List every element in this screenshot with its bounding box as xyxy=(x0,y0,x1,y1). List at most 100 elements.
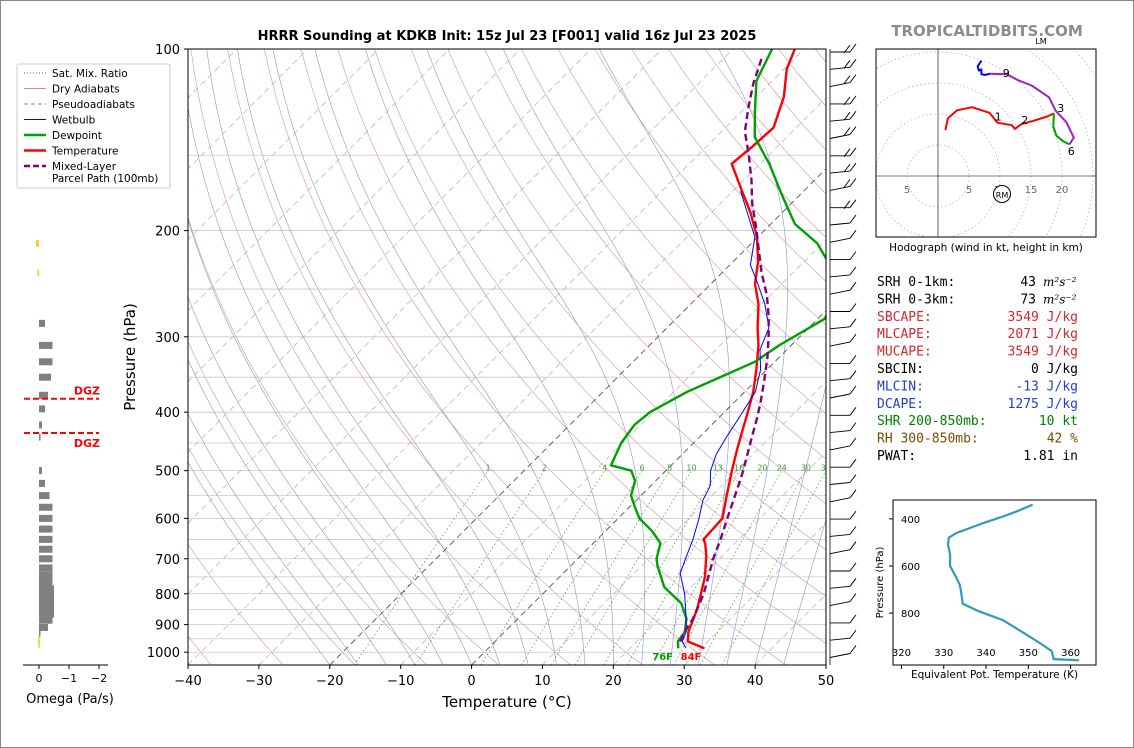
legend-label: Parcel Path (100mb) xyxy=(52,173,158,185)
moist-adiabat xyxy=(188,105,472,665)
legend-item: Mixed-Layer xyxy=(24,161,117,173)
hodograph-ring-label: 5 xyxy=(904,185,910,196)
omega-bar xyxy=(39,535,53,543)
hodograph-segment xyxy=(944,106,1055,131)
wind-barb xyxy=(830,355,857,364)
series-wetbulb-line xyxy=(679,190,770,649)
omega-bar xyxy=(39,492,50,500)
wind-barb xyxy=(830,147,857,158)
index-value: 3549 J/kg xyxy=(1008,310,1078,325)
wind-barb xyxy=(830,43,857,54)
x-tick-label: −30 xyxy=(245,674,272,689)
theta-e-plot-area xyxy=(946,503,1080,662)
y-tick-label: 100 xyxy=(155,43,180,58)
omega-bar xyxy=(39,624,48,632)
mixing-ratio-label: 30 xyxy=(801,464,811,473)
moist-adiabat xyxy=(206,49,501,665)
omega-bar xyxy=(39,629,41,637)
x-tick-label: 30 xyxy=(676,674,693,689)
moist-adiabat xyxy=(598,49,731,665)
omega-bar xyxy=(39,591,54,599)
x-tick-label: −40 xyxy=(174,674,201,689)
y-tick-label: 800 xyxy=(155,588,180,603)
omega-bar xyxy=(39,467,42,475)
isotherm-line xyxy=(825,664,826,665)
wind-barb xyxy=(829,74,857,88)
moist-adiabat xyxy=(188,296,416,665)
index-row: SRH 0-1km: 43 m²s⁻² xyxy=(877,275,1077,290)
wind-barb xyxy=(829,333,857,347)
mixing-ratio-label: 20 xyxy=(757,464,767,473)
dry-adiabat xyxy=(778,49,826,107)
legend-box xyxy=(16,63,171,189)
index-label: DCAPE: xyxy=(877,397,924,412)
omega-bar xyxy=(39,319,45,327)
theta-e-x-tick-label: 340 xyxy=(976,648,995,659)
omega-bar xyxy=(39,358,53,366)
wind-barb xyxy=(830,562,857,572)
index-value: 42 % xyxy=(1047,432,1078,447)
legend-label: Pseudoadiabats xyxy=(52,99,135,111)
mixing-ratio-line xyxy=(673,470,783,665)
mixing-ratio-label: 1 xyxy=(485,464,490,473)
wind-barb xyxy=(829,474,857,485)
wind-barb xyxy=(829,422,857,434)
index-label: SBCIN: xyxy=(877,362,924,377)
wind-barb xyxy=(830,303,857,312)
mixing-ratio-label: 6 xyxy=(640,464,645,473)
hodograph-plot-area: 1236955101520RM xyxy=(876,49,1096,237)
y-tick-label: 600 xyxy=(155,512,180,527)
index-value: -13 J/kg xyxy=(1015,379,1078,394)
theta-e-x-tick-label: 350 xyxy=(1019,648,1038,659)
wind-barb xyxy=(829,645,857,658)
storm-motion-marker xyxy=(993,185,1011,203)
legend: Sat. Mix. Ratio Dry Adiabats Pseudoadiabat… xyxy=(16,63,171,189)
theta-e-y-axis-label: Pressure (hPa) xyxy=(875,547,886,619)
wind-barb xyxy=(829,266,857,278)
y-tick-label: 500 xyxy=(155,465,180,480)
wind-barb xyxy=(829,178,857,191)
mixing-ratio-label: 4 xyxy=(602,464,607,473)
omega-bar xyxy=(39,578,53,586)
mixing-ratio-line xyxy=(699,470,807,665)
wind-barb xyxy=(829,437,857,451)
hodograph-chart: 1236955101520RMLMHodograph (wind in kt, … xyxy=(875,37,1097,254)
series-temperature-line xyxy=(686,49,796,650)
hodograph-segment xyxy=(1052,113,1070,146)
isotherm-line xyxy=(471,309,826,665)
wind-barb xyxy=(829,541,857,555)
isotherm-line xyxy=(258,97,826,665)
mixing-ratio-line xyxy=(550,470,670,665)
dgz-label: DGZ xyxy=(74,385,100,398)
omega-bar xyxy=(39,571,53,579)
index-row: SBCAPE: 3549 J/kg xyxy=(877,310,1078,325)
wind-barb xyxy=(829,526,857,537)
index-label: SRH 0-1km: xyxy=(877,275,955,290)
index-row: PWAT: 1.81 in xyxy=(877,449,1078,464)
wind-barb xyxy=(829,214,857,226)
isotherm-line xyxy=(188,49,663,524)
omega-bar xyxy=(39,391,48,399)
hodograph-ring-label: 20 xyxy=(1056,185,1069,196)
index-value: 0 J/kg xyxy=(1031,362,1078,377)
dry-adiabat xyxy=(227,49,643,665)
index-label: MUCAPE: xyxy=(877,345,932,360)
index-row: DCAPE: 1275 J/kg xyxy=(877,397,1078,412)
omega-bar xyxy=(36,239,39,247)
storm-motion-label: RM xyxy=(996,191,1009,200)
dry-adiabat xyxy=(557,49,826,370)
x-tick-label: −10 xyxy=(387,674,414,689)
mixing-ratio-line xyxy=(574,470,692,665)
dry-adiabat xyxy=(447,49,826,505)
omega-bar xyxy=(39,433,41,441)
legend-item: Parcel Path (100mb) xyxy=(52,173,158,185)
skewt-plot-area: 1 2 4 6 8 10 13 16 20 24 30 36 xyxy=(188,49,826,665)
moist-adiabat xyxy=(426,49,646,665)
index-value: 73 xyxy=(1020,292,1036,307)
moist-adiabat xyxy=(718,49,788,665)
moist-adiabat xyxy=(188,413,359,665)
left-mover-label: LM xyxy=(1035,37,1046,46)
index-row: SRH 0-3km: 73 m²s⁻² xyxy=(877,292,1077,307)
legend-item: Wetbulb xyxy=(24,115,96,127)
